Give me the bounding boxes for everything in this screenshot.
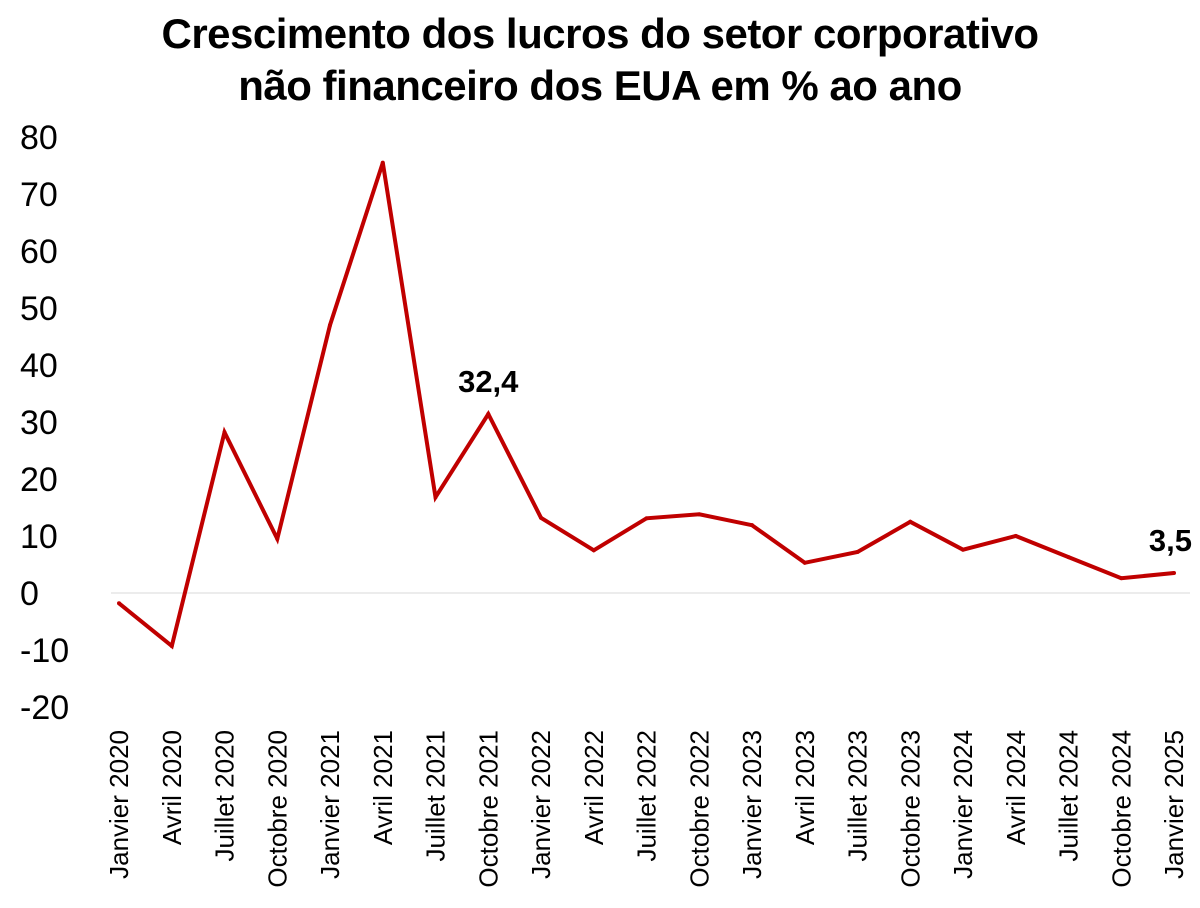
data-point <box>961 547 965 552</box>
data-point <box>539 515 543 520</box>
y-tick-label: 0 <box>20 575 39 613</box>
data-point <box>591 548 596 553</box>
data-point <box>486 412 491 417</box>
x-tick-label: Avril 2021 <box>368 730 398 845</box>
x-tick-label: Avril 2020 <box>157 730 187 845</box>
x-tick-label: Avril 2024 <box>1001 730 1031 845</box>
x-tick-label: Octobre 2023 <box>895 730 925 888</box>
x-tick-label: Avril 2023 <box>790 730 820 845</box>
data-point <box>222 430 227 435</box>
chart-title-line-1: Crescimento dos lucros do setor corporat… <box>161 10 1039 57</box>
series-layer <box>117 160 1176 650</box>
data-label-layer: 32,4 3,5 <box>458 364 1192 558</box>
data-point <box>750 523 754 528</box>
x-tick-label: Janvier 2024 <box>948 730 978 879</box>
data-point <box>855 549 860 554</box>
y-tick-label: 40 <box>20 347 58 385</box>
data-label: 32,4 <box>458 364 519 399</box>
y-tick-label: -10 <box>20 632 69 670</box>
x-tick-label: Juillet 2020 <box>210 730 240 862</box>
x-tick-label: Janvier 2022 <box>526 730 556 879</box>
data-point <box>1066 555 1071 560</box>
data-point <box>328 323 332 328</box>
x-tick-label: Janvier 2021 <box>315 730 345 879</box>
x-tick-label: Avril 2022 <box>579 730 609 845</box>
data-point <box>275 536 280 541</box>
y-tick-label: -20 <box>20 689 69 727</box>
x-axis: Janvier 2020 Avril 2020 Juillet 2020 Octobr… <box>104 730 1189 888</box>
chart-title-line-2: não financeiro dos EUA em % ao ano <box>238 62 962 109</box>
data-point <box>697 512 702 517</box>
data-point <box>908 519 913 524</box>
data-point <box>1013 534 1018 538</box>
x-tick-label: Juillet 2024 <box>1054 730 1084 862</box>
y-tick-label: 30 <box>20 404 58 442</box>
data-label: 3,5 <box>1149 523 1192 558</box>
data-point <box>380 160 385 165</box>
x-tick-label: Juillet 2022 <box>632 730 662 862</box>
x-tick-label: Janvier 2023 <box>737 730 767 879</box>
data-point <box>1119 576 1124 581</box>
chart-title: Crescimento dos lucros do setor corporat… <box>0 8 1200 112</box>
series-line <box>117 162 1175 650</box>
y-tick-label: 60 <box>20 233 58 271</box>
x-tick-label: Janvier 2025 <box>1159 730 1189 879</box>
data-point <box>644 516 649 521</box>
data-point <box>117 601 121 606</box>
y-tick-label: 80 <box>20 119 58 157</box>
data-point <box>1172 571 1176 576</box>
x-tick-label: Juillet 2023 <box>843 730 873 862</box>
x-tick-label: Octobre 2022 <box>684 730 714 888</box>
y-axis: 80 70 60 50 40 30 20 10 0 -10 -20 <box>20 119 69 727</box>
y-tick-label: 20 <box>20 461 58 499</box>
x-tick-label: Octobre 2020 <box>262 730 292 888</box>
x-tick-label: Octobre 2024 <box>1106 730 1136 888</box>
y-tick-label: 70 <box>20 176 58 214</box>
data-point <box>433 495 438 500</box>
y-tick-label: 50 <box>20 290 58 328</box>
x-tick-label: Juillet 2021 <box>421 730 451 862</box>
x-tick-label: Octobre 2021 <box>473 730 503 888</box>
x-tick-label: Janvier 2020 <box>104 730 134 879</box>
data-point <box>169 644 174 649</box>
data-point <box>802 560 807 565</box>
y-tick-label: 10 <box>20 518 58 556</box>
